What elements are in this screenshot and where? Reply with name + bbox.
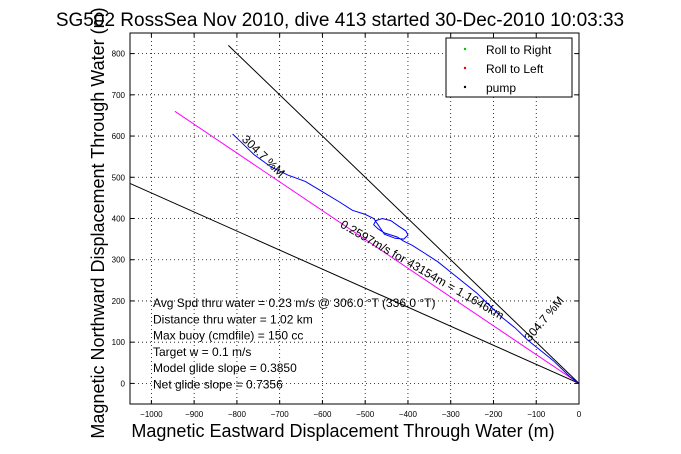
x-tick-label: −600 bbox=[313, 410, 332, 419]
y-tick-label: 500 bbox=[112, 173, 126, 182]
track-line bbox=[232, 133, 580, 384]
x-tick-label: −100 bbox=[527, 410, 546, 419]
y-axis-label: Magnetic Northward Displacement Through … bbox=[88, 7, 108, 438]
legend-entry: Roll to Right bbox=[486, 43, 552, 57]
legend-box bbox=[445, 37, 573, 98]
x-tick-label: −700 bbox=[271, 410, 290, 419]
y-tick-label: 200 bbox=[112, 297, 126, 306]
legend-entry: Roll to Left bbox=[486, 62, 544, 76]
y-tick-label: 600 bbox=[112, 132, 126, 141]
y-tick-label: 400 bbox=[112, 215, 126, 224]
line-label: 304.7 %M bbox=[521, 294, 566, 344]
legend-marker bbox=[463, 66, 467, 70]
y-tick-label: 700 bbox=[112, 91, 126, 100]
y-tick-label: 0 bbox=[121, 379, 126, 388]
annotation-text: Distance thru water = 1.02 km bbox=[153, 312, 313, 326]
x-tick-label: −300 bbox=[442, 410, 461, 419]
x-tick-label: −1000 bbox=[140, 410, 163, 419]
x-axis-label: Magnetic Eastward Displacement Through W… bbox=[131, 421, 554, 441]
y-tick-label: 100 bbox=[112, 338, 126, 347]
x-tick-label: −900 bbox=[185, 410, 204, 419]
legend-marker bbox=[463, 85, 467, 89]
annotation-text: Max buoy (cmdfile) = 150 cc bbox=[153, 329, 303, 343]
x-tick-label: −800 bbox=[228, 410, 247, 419]
line-label: 304.7 %M bbox=[239, 132, 288, 180]
annotation-text: Net glide slope = 0.7356 bbox=[153, 378, 283, 392]
reference-line bbox=[228, 45, 580, 384]
reference-line bbox=[129, 183, 580, 384]
annotation-text: Avg Spd thru water = 0.23 m/s @ 306.0 °T… bbox=[153, 296, 435, 310]
y-tick-label: 800 bbox=[112, 50, 126, 59]
legend-entry: pump bbox=[486, 81, 516, 95]
x-tick-label: 0 bbox=[577, 410, 582, 419]
annotation-text: Model glide slope = 0.3850 bbox=[153, 361, 297, 375]
x-tick-label: −400 bbox=[399, 410, 418, 419]
y-tick-label: 300 bbox=[112, 256, 126, 265]
x-tick-label: −200 bbox=[484, 410, 503, 419]
annotation-text: Target w = 0.1 m/s bbox=[153, 345, 251, 359]
chart-title: SG502 RossSea Nov 2010, dive 413 started… bbox=[56, 10, 624, 31]
legend-marker bbox=[463, 47, 467, 51]
x-tick-label: −500 bbox=[356, 410, 375, 419]
heading-line bbox=[174, 110, 580, 384]
